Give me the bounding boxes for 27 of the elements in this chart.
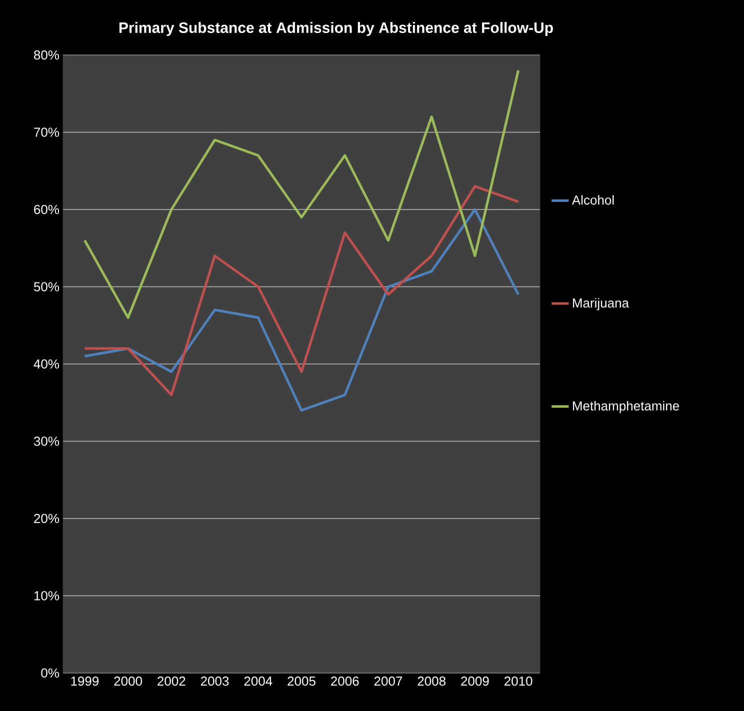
y-tick-label: 0%: [41, 668, 60, 678]
y-tick-label: 50%: [34, 282, 60, 292]
y-tick-label: 70%: [34, 128, 60, 137]
line-series: [83, 185, 520, 396]
line-series: [83, 208, 520, 412]
y-tick-label: 60%: [34, 204, 60, 214]
x-tick-label: 2007: [374, 676, 402, 686]
x-tick-label: 2005: [288, 676, 316, 686]
line-series: [83, 69, 520, 319]
y-tick-label: 30%: [34, 436, 60, 446]
x-tick-label: 2009: [461, 676, 489, 686]
x-tick-label: 2008: [418, 676, 446, 686]
x-tick-label: 1999: [71, 676, 99, 686]
x-tick-label: 2002: [158, 676, 186, 686]
y-tick-label: 20%: [34, 514, 60, 524]
y-tick-label: 40%: [34, 359, 60, 369]
x-tick-label: 2003: [200, 676, 229, 686]
legend-label: Alcohol: [572, 195, 614, 205]
legend-label: Marijuana: [572, 298, 629, 310]
x-tick-label: 2010: [504, 676, 532, 686]
chart-title: Primary Substance at Admission by Abstinence at Follow-Up: [119, 22, 553, 36]
x-tick-label: 2000: [114, 676, 142, 686]
legend-label: Methamphetamine: [572, 400, 679, 414]
y-tick-label: 10%: [34, 591, 60, 600]
y-tick-label: 80%: [34, 50, 60, 60]
x-tick-label: 2004: [244, 676, 272, 686]
x-tick-label: 2006: [331, 676, 359, 686]
